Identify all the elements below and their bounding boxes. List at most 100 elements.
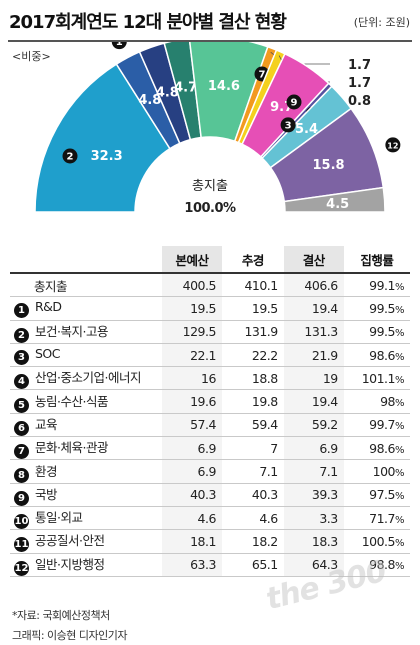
row-name: 2 보건·복지·고용 [10,320,162,344]
rate-value: 101.1 [361,370,396,386]
slice-value-label: 15.8 [313,158,345,173]
row-supplementary: 131.9 [221,320,284,344]
row-supplementary: 40.3 [221,483,284,507]
row-name: 11 공공질서·안전 [10,529,162,554]
row-name: 10 통일·외교 [10,506,162,531]
source-note: *자료: 국회예산정책처 [12,609,110,622]
row-budget: 22.1 [161,343,222,368]
row-budget: 19.6 [161,389,222,414]
number-badge: 3 [14,349,29,365]
rate-value: 99.5 [369,324,395,340]
row-name: 5 농림·수산·식품 [10,389,162,414]
slice-value-label: 4.7 [174,80,197,95]
row-execution-rate: 99.5% [343,296,410,321]
rate-unit: % [394,304,405,316]
slice-value-label: 4.8 [156,85,179,100]
category-name: 산업·중소기업·에너지 [35,370,141,386]
number-badge: 6 [14,420,29,436]
rate-unit: % [394,374,405,386]
table-row: 12 일반·지방행정 63.3 65.1 64.3 98.8% [10,553,410,577]
rate-value: 98.6 [369,440,395,456]
row-name: 8 환경 [10,459,162,484]
row-execution-rate: 99.1% [343,273,410,298]
rate-unit: % [394,398,405,410]
number-badge: 11 [14,537,29,553]
settlement-table: 본예산 추경 결산 집행률 총지출 400.5 410.1 406.6 99.1… [10,246,410,577]
rate-value: 98.6 [369,347,395,363]
row-budget: 6.9 [161,459,222,484]
share-label: <비중> [12,50,51,63]
row-execution-rate: 99.5% [343,320,410,344]
row-execution-rate: 101.1% [343,366,410,391]
header-category [10,246,162,274]
row-settlement: 19.4 [283,389,344,414]
rate-value: 98 [380,394,395,410]
category-name: 교육 [35,416,58,432]
slice-value-label: 32.3 [91,149,123,164]
category-name: 환경 [35,463,58,479]
category-name: 일반·지방행정 [35,556,105,572]
number-badge: 1 [14,302,29,318]
row-settlement: 3.3 [283,506,344,531]
category-name: SOC [35,345,61,361]
row-settlement: 406.6 [283,273,344,298]
rate-value: 71.7 [369,510,395,526]
unit-label: (단위: 조원) [353,16,410,29]
row-settlement: 64.3 [283,553,344,577]
row-name: 9 국방 [10,483,162,507]
number-badge: 7 [14,444,29,460]
row-budget: 57.4 [161,413,222,438]
category-name: 농림·수산·식품 [35,393,108,409]
number-badge: 9 [14,490,29,506]
slice-number-badge [280,117,296,133]
header-budget: 본예산 [161,246,222,274]
slice-number-label: 12 [387,141,398,150]
row-settlement: 18.3 [283,529,344,554]
rate-unit: % [394,561,405,573]
row-settlement: 6.9 [283,436,344,461]
half-donut-chart: 32.324.814.854.7414.661.771.789.790.8105… [34,42,401,213]
number-badge: 12 [14,560,29,576]
table-row: 6 교육 57.4 59.4 59.2 99.7% [10,413,410,438]
row-supplementary: 19.8 [221,389,284,414]
table-row: 3 SOC 22.1 22.2 21.9 98.6% [10,343,410,368]
rate-unit: % [394,328,405,340]
row-supplementary: 22.2 [221,343,284,368]
row-name: 총지출 [10,273,162,298]
row-supplementary: 65.1 [221,553,284,577]
row-settlement: 19.4 [283,296,344,321]
rate-value: 99.1 [369,277,395,293]
table-row: 4 산업·중소기업·에너지 16 18.8 19 101.1% [10,366,410,391]
slice-value-label: 0.8 [348,94,371,109]
rate-unit: % [394,281,405,293]
rate-value: 97.5 [369,487,395,503]
rate-value: 100 [372,464,396,480]
chart-title: 2017회계연도 12대 분야별 결산 현황 [9,12,287,33]
rate-unit: % [394,421,405,433]
row-supplementary: 18.8 [221,366,284,391]
row-settlement: 21.9 [283,343,344,368]
table-row: 8 환경 6.9 7.1 7.1 100% [10,459,410,484]
row-settlement: 39.3 [283,483,344,507]
row-supplementary: 4.6 [221,506,284,531]
rate-value: 99.7 [369,417,395,433]
table-row: 2 보건·복지·고용 129.5 131.9 131.3 99.5% [10,320,410,344]
row-supplementary: 59.4 [221,413,284,438]
row-execution-rate: 98.8% [343,553,410,577]
category-name: 통일·외교 [35,510,83,526]
slice-number-label: 7 [259,70,266,81]
row-execution-rate: 97.5% [343,483,410,507]
center-label-title: 총지출 [192,179,228,194]
slice-number-label: 1 [116,42,123,48]
header-settlement: 결산 [283,246,344,274]
table-row: 10 통일·외교 4.6 4.6 3.3 71.7% [10,506,410,531]
row-name: 12 일반·지방행정 [10,553,162,577]
row-name: 6 교육 [10,413,162,438]
number-badge: 8 [14,467,29,483]
category-name: R&D [35,298,62,314]
row-execution-rate: 99.7% [343,413,410,438]
slice-number-badge [385,137,401,153]
row-budget: 129.5 [161,320,222,344]
row-budget: 4.6 [161,506,222,531]
header-supplementary: 추경 [221,246,284,274]
